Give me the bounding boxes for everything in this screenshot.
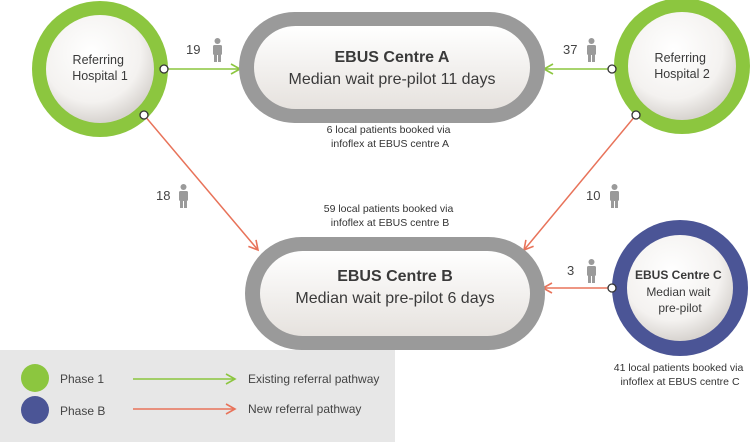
referring-hospital-1 <box>32 1 168 137</box>
legend-phase-1: Phase 1 <box>60 372 104 386</box>
centre-b-title: EBUS Centre B <box>337 268 453 285</box>
ebus-centre-c <box>612 220 748 356</box>
hospital-2-label: Referring Hospital 2 <box>654 51 710 81</box>
legend-existing-label: Existing referral pathway <box>248 372 379 386</box>
connector-dot <box>139 110 149 120</box>
phase-b-swatch <box>21 396 49 424</box>
person-icon <box>213 38 222 62</box>
connector-dot <box>159 64 169 74</box>
legend-phase-b: Phase B <box>60 404 105 418</box>
centre-b-subtitle: Median wait pre-pilot 6 days <box>295 290 494 307</box>
person-icon <box>610 184 619 208</box>
pathway-h2-to-b <box>522 114 637 252</box>
phase-1-swatch <box>21 364 49 392</box>
person-icon <box>587 38 596 62</box>
flow-count-h2-a: 37 <box>563 42 577 57</box>
flow-count-h1-a: 19 <box>186 42 200 57</box>
note-centre-c: 41 local patients booked via infoflex at… <box>614 362 747 388</box>
centre-a-title: EBUS Centre A <box>335 49 450 66</box>
ebus-centre-a <box>239 12 545 123</box>
connector-dot <box>607 64 617 74</box>
legend-new-label: New referral pathway <box>248 402 361 416</box>
legend: Phase 1 Phase B Existing referral pathwa… <box>0 350 395 442</box>
centre-c-label: EBUS Centre C Median wait pre-pilot <box>635 268 725 315</box>
note-centre-b: 59 local patients booked via infoflex at… <box>324 203 457 229</box>
connector-dot <box>631 110 641 120</box>
referring-hospital-2 <box>614 0 750 134</box>
ebus-centre-b <box>245 237 545 350</box>
flow-count-c-b: 3 <box>567 263 574 278</box>
centre-a-subtitle: Median wait pre-pilot 11 days <box>289 71 496 88</box>
pathway-h1-to-b <box>143 114 260 252</box>
connector-dot <box>607 283 617 293</box>
flow-count-h1-b: 18 <box>156 188 170 203</box>
note-centre-a: 6 local patients booked via infoflex at … <box>327 124 454 150</box>
hospital-1-label: Referring Hospital 1 <box>72 53 128 83</box>
person-icon <box>179 184 188 208</box>
person-icon <box>587 259 596 283</box>
flow-count-h2-b: 10 <box>586 188 600 203</box>
